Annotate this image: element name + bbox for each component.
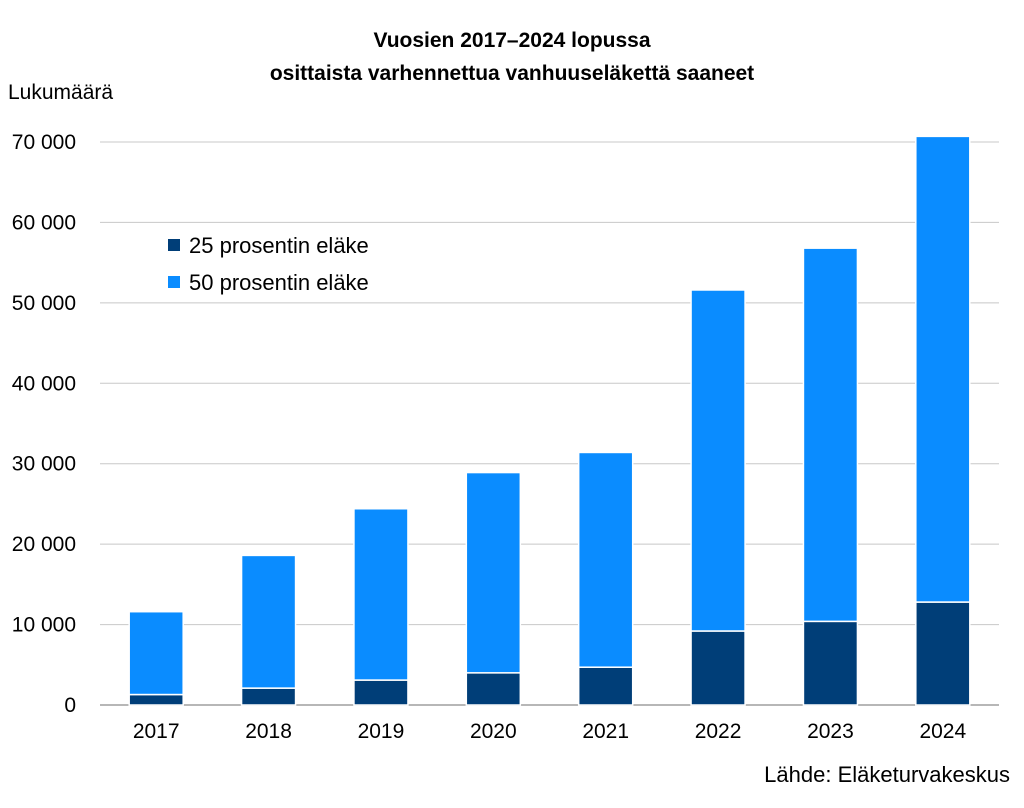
- gridlines: [100, 141, 999, 706]
- y-axis-label: Lukumäärä: [8, 81, 114, 104]
- bar-25-2024: [915, 601, 971, 706]
- y-axis-ticks: 0 10 000 20 000 30 000 40 000 50 000 60 000 70 …: [12, 131, 76, 717]
- x-tick-label: 2022: [695, 720, 742, 743]
- bar-25-2022: [690, 630, 746, 706]
- bar-25-2023: [802, 620, 859, 706]
- y-tick-label: 20 000: [12, 533, 76, 556]
- bar-50-2020: [465, 471, 522, 674]
- bar-25-2017: [128, 693, 184, 706]
- bars: [128, 135, 971, 706]
- y-tick-label: 10 000: [12, 614, 76, 637]
- x-tick-label: 2024: [919, 720, 966, 743]
- y-tick-label: 0: [64, 694, 76, 717]
- bar-50-2018: [240, 554, 297, 689]
- x-tick-label: 2019: [358, 720, 405, 743]
- bar-25-2018: [240, 687, 297, 706]
- x-tick-label: 2018: [245, 720, 292, 743]
- x-tick-label: 2023: [807, 720, 854, 743]
- bar-25-2020: [465, 672, 522, 706]
- y-tick-label: 70 000: [12, 131, 76, 154]
- y-tick-label: 30 000: [12, 453, 76, 476]
- legend: 25 prosentin eläke 50 prosentin eläke: [168, 233, 369, 295]
- y-tick-label: 50 000: [12, 292, 76, 315]
- legend-label: 50 prosentin eläke: [189, 270, 369, 295]
- x-tick-label: 2017: [133, 720, 180, 743]
- bar-25-2019: [353, 679, 409, 706]
- chart-title: Vuosien 2017–2024 lopussa osittaista var…: [0, 24, 1024, 90]
- x-axis-ticks: 2017 2018 2019 2020 2021 2022 2023 2024: [133, 720, 967, 743]
- bar-50-2017: [128, 610, 184, 696]
- chart-title-line-2: osittaista varhennettua vanhuuseläkettä …: [269, 62, 755, 85]
- bar-50-2023: [802, 247, 859, 623]
- bar-50-2022: [690, 289, 746, 632]
- bar-50-2019: [353, 508, 409, 681]
- legend-swatch: [168, 276, 180, 288]
- x-tick-label: 2020: [470, 720, 517, 743]
- y-tick-label: 40 000: [12, 372, 76, 395]
- chart-title-line-1: Vuosien 2017–2024 lopussa: [373, 29, 651, 52]
- source-note: Lähde: Eläketurvakeskus: [764, 762, 1010, 787]
- bar-50-2024: [915, 135, 971, 603]
- y-tick-label: 60 000: [12, 211, 76, 234]
- legend-label: 25 prosentin eläke: [189, 233, 369, 258]
- legend-swatch: [168, 239, 180, 251]
- bar-25-2021: [577, 666, 634, 706]
- bar-50-2021: [577, 451, 634, 668]
- x-tick-label: 2021: [582, 720, 629, 743]
